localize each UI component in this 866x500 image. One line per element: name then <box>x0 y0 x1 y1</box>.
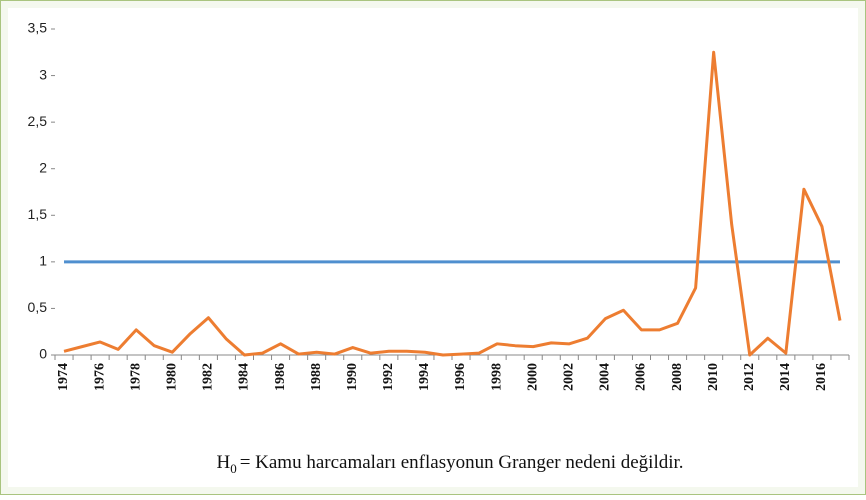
chart-area <box>8 8 858 487</box>
y-tick-label: 2 <box>39 159 47 175</box>
x-tick-label: 2006 <box>634 363 649 391</box>
y-tick-label: 0,5 <box>28 299 48 315</box>
x-tick-label: 1990 <box>345 363 360 391</box>
x-tick-label: 1988 <box>309 363 324 391</box>
x-tick-label: 2004 <box>598 363 613 391</box>
x-tick-label: 2008 <box>670 363 685 391</box>
x-tick-label: 1996 <box>453 363 468 391</box>
x-tick-label: 2014 <box>778 363 793 391</box>
x-tick-label: 1992 <box>381 363 396 391</box>
line-series <box>63 50 842 357</box>
y-tick-label: 3,5 <box>28 20 48 36</box>
x-tick-label: 2002 <box>562 363 577 391</box>
y-tick-label: 1,5 <box>28 206 48 222</box>
caption-text: = Kamu harcamaları enflasyonun Granger n… <box>240 452 684 473</box>
x-tick-label: 1980 <box>165 363 180 391</box>
x-tick-label: 1994 <box>417 363 432 391</box>
x-tick-label: 2016 <box>814 363 829 391</box>
x-tick-label: 1976 <box>92 363 107 391</box>
y-tick-label: 3 <box>39 66 47 82</box>
caption: H0 = Kamu harcamaları enflasyonun Granger… <box>216 452 683 476</box>
x-tick-label: 2000 <box>525 363 540 391</box>
caption-subscript: 0 <box>230 461 237 476</box>
x-tick-label: 2010 <box>706 363 721 391</box>
caption-symbol: H <box>216 452 230 473</box>
x-tick-label: 1984 <box>237 363 252 391</box>
y-tick-label: 2,5 <box>28 113 48 129</box>
x-tick-label: 2012 <box>742 363 757 391</box>
x-tick-label: 1974 <box>56 363 71 391</box>
y-tick-label: 1 <box>39 253 47 269</box>
y-tick-label: 0 <box>39 346 47 362</box>
x-tick-label: 1982 <box>201 363 216 391</box>
x-tick-label: 1998 <box>489 363 504 391</box>
x-tick-label: 1986 <box>273 363 288 391</box>
x-tick-label: 1978 <box>128 363 143 391</box>
